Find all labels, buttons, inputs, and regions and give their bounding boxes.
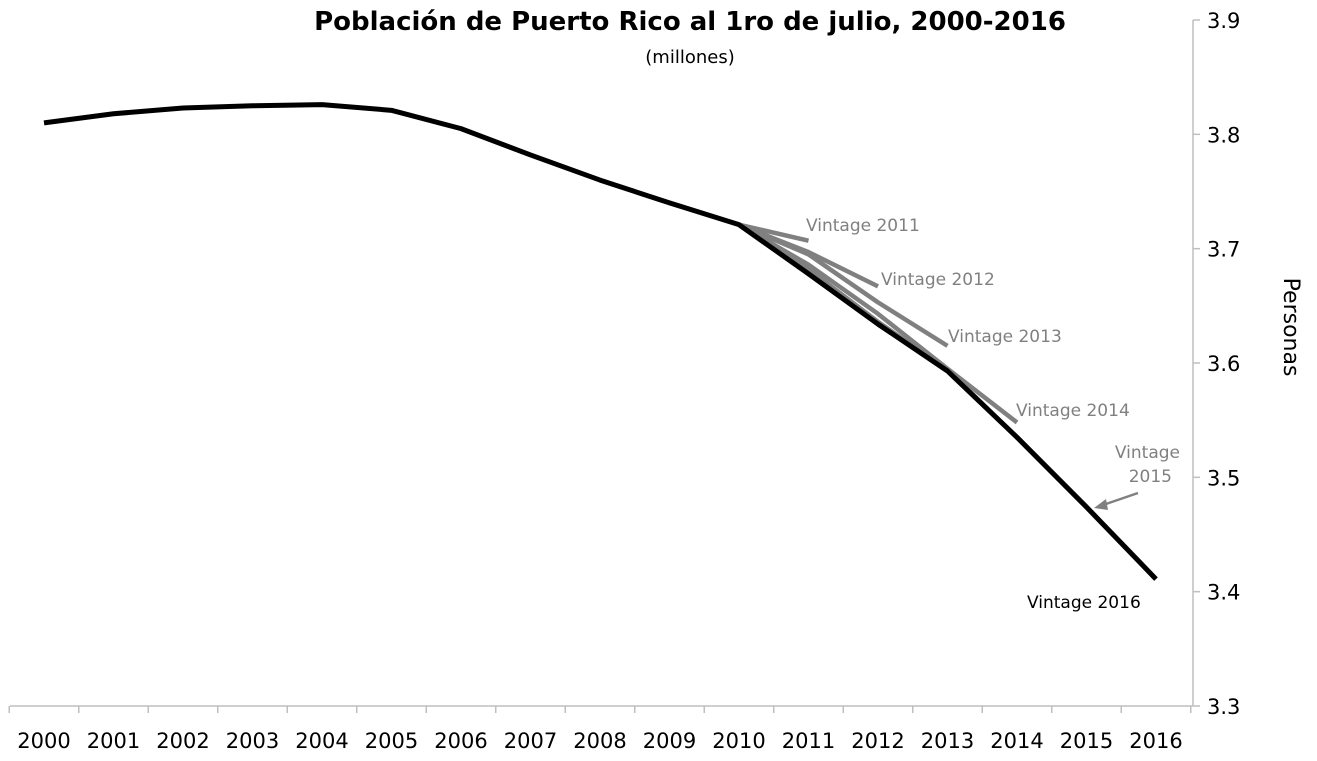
axes: 2000 2001 2002 2003 2004 2005 2006 2007 2008 2009… — [8, 9, 1240, 753]
x-tick-label: 2008 — [573, 729, 626, 753]
x-tick-label: 2003 — [226, 729, 279, 753]
series-line-vintage-2015 — [737, 222, 1089, 509]
series-group — [43, 102, 1158, 581]
y-tick-label: 3.8 — [1207, 123, 1240, 147]
series-label-vintage-2011: Vintage 2011 — [806, 216, 920, 236]
y-tick-label: 3.7 — [1207, 238, 1240, 262]
series-label-vintage-2013: Vintage 2013 — [948, 327, 1062, 347]
series-label-vintage-2014: Vintage 2014 — [1016, 401, 1130, 421]
x-tick-label: 2014 — [990, 729, 1043, 753]
series-labels: Vintage 2011 Vintage 2012 Vintage 2013 Vint… — [806, 216, 1180, 613]
y-tick-label: 3.5 — [1207, 466, 1240, 490]
x-tick-label: 2000 — [17, 729, 70, 753]
x-tick-label: 2007 — [504, 729, 557, 753]
x-tick-label: 2012 — [851, 729, 904, 753]
x-tick-label: 2002 — [156, 729, 209, 753]
y-axis-label: Personas — [1278, 278, 1303, 377]
x-tick-label: 2001 — [87, 729, 140, 753]
series-line-vintage-2014 — [737, 222, 1019, 425]
y-tick-label: 3.6 — [1207, 352, 1240, 376]
y-tick-label: 3.9 — [1207, 9, 1240, 33]
chart-title: Población de Puerto Rico al 1ro de julio… — [314, 7, 1066, 37]
x-tick-label: 2011 — [782, 729, 835, 753]
series-label-vintage-2015: Vintage 2015 — [1115, 443, 1180, 487]
x-tick-label: 2005 — [365, 729, 418, 753]
x-tick-label: 2004 — [295, 729, 348, 753]
y-tick-label: 3.3 — [1207, 695, 1240, 719]
series-label-vintage-2012: Vintage 2012 — [881, 270, 995, 290]
x-tick-label: 2016 — [1129, 729, 1182, 753]
x-tick-label: 2009 — [643, 729, 696, 753]
series-line-vintage-2016 — [43, 102, 1158, 581]
chart-subtitle: (millones) — [645, 47, 734, 68]
series-line-vintage-2013 — [738, 222, 949, 348]
series-label-arrow — [1102, 491, 1139, 507]
x-tick-label: 2010 — [712, 729, 765, 753]
y-tick-label: 3.4 — [1207, 581, 1240, 605]
x-tick-label: 2015 — [1060, 729, 1113, 753]
series-label-vintage-2016: Vintage 2016 — [1027, 593, 1141, 613]
series-label-arrowhead — [1094, 499, 1108, 510]
x-tick-label: 2006 — [434, 729, 487, 753]
x-tick-label: 2013 — [921, 729, 974, 753]
